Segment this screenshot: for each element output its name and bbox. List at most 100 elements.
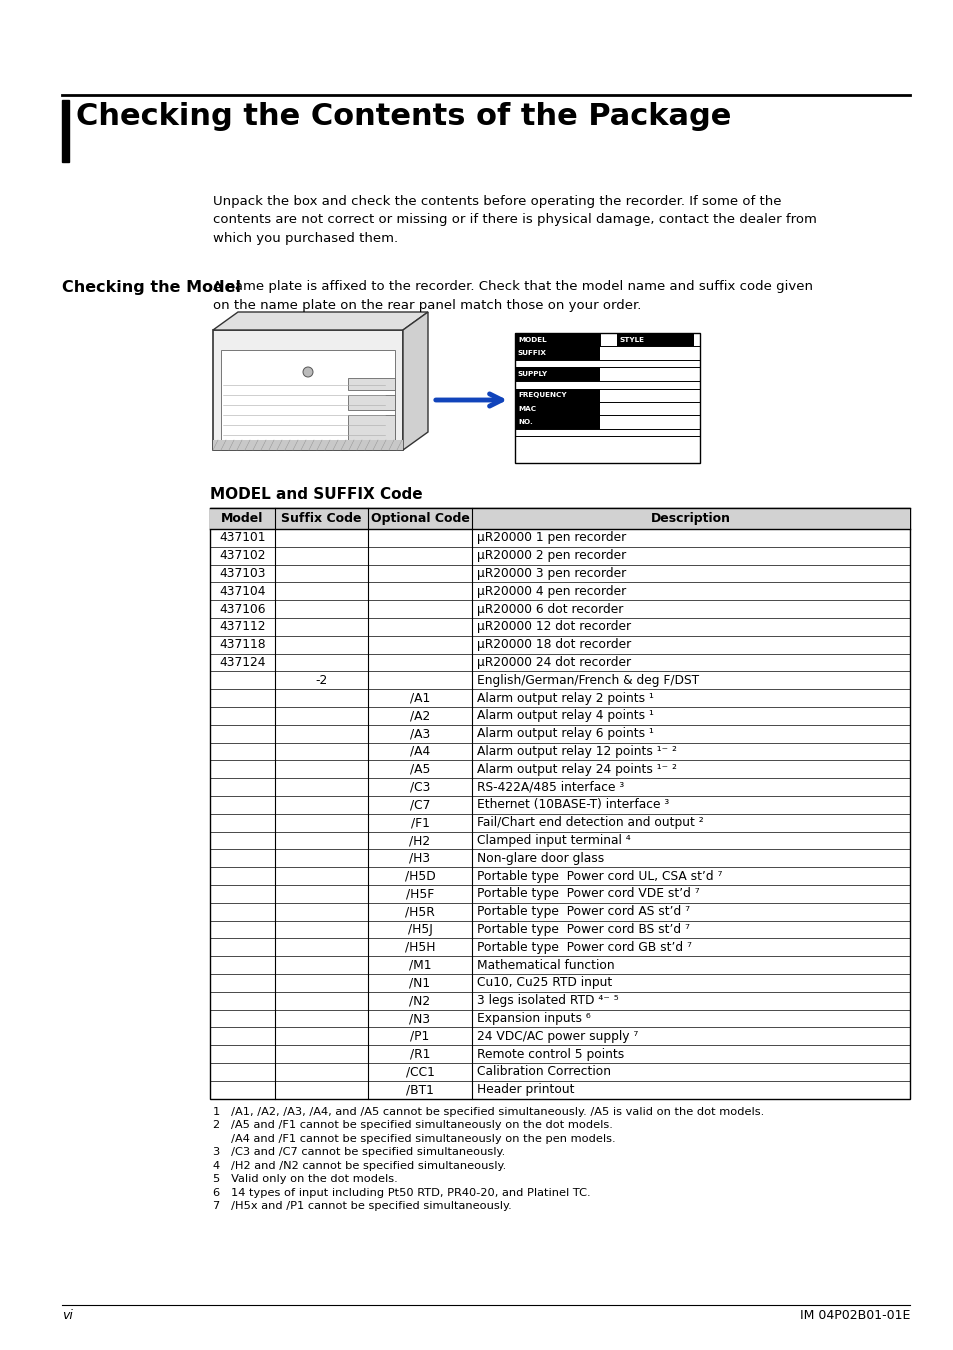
Text: /H3: /H3 [409, 852, 430, 865]
Text: /BT1: /BT1 [406, 1083, 434, 1096]
Text: 437104: 437104 [219, 585, 266, 598]
Text: 24 VDC/AC power supply ⁷: 24 VDC/AC power supply ⁷ [476, 1030, 638, 1042]
Text: 1   /A1, /A2, /A3, /A4, and /A5 cannot be specified simultaneously. /A5 is valid: 1 /A1, /A2, /A3, /A4, and /A5 cannot be … [213, 1107, 763, 1116]
Text: Mathematical function: Mathematical function [476, 958, 614, 972]
Text: RS-422A/485 interface ³: RS-422A/485 interface ³ [476, 780, 623, 794]
Text: A name plate is affixed to the recorder. Check that the model name and suffix co: A name plate is affixed to the recorder.… [213, 279, 812, 312]
Bar [348, 378, 395, 390]
Text: Non-glare door glass: Non-glare door glass [476, 852, 603, 865]
Text: 3   /C3 and /C7 cannot be specified simultaneously.: 3 /C3 and /C7 cannot be specified simult… [213, 1148, 505, 1157]
Text: Checking the Contents of the Package: Checking the Contents of the Package [76, 103, 731, 131]
Text: Portable type  Power cord VDE st’d ⁷: Portable type Power cord VDE st’d ⁷ [476, 887, 699, 900]
Text: -2: -2 [315, 674, 328, 687]
Text: μR20000 6 dot recorder: μR20000 6 dot recorder [476, 602, 622, 616]
Text: μR20000 12 dot recorder: μR20000 12 dot recorder [476, 621, 630, 633]
Text: /H5F: /H5F [405, 887, 434, 900]
Text: NO.: NO. [517, 418, 532, 425]
Text: English/German/French & deg F/DST: English/German/French & deg F/DST [476, 674, 699, 687]
Text: Clamped input terminal ⁴: Clamped input terminal ⁴ [476, 834, 630, 846]
Text: Alarm output relay 2 points ¹: Alarm output relay 2 points ¹ [476, 691, 653, 705]
Polygon shape [402, 312, 428, 450]
Text: vi: vi [62, 1310, 72, 1322]
Text: 437101: 437101 [219, 532, 266, 544]
Text: Portable type  Power cord GB st’d ⁷: Portable type Power cord GB st’d ⁷ [476, 941, 691, 954]
Text: /C7: /C7 [410, 798, 430, 811]
Bar [213, 329, 402, 450]
Text: IM 04P02B01-01E: IM 04P02B01-01E [799, 1310, 909, 1322]
Text: Portable type  Power cord UL, CSA st’d ⁷: Portable type Power cord UL, CSA st’d ⁷ [476, 869, 721, 883]
Text: μR20000 2 pen recorder: μR20000 2 pen recorder [476, 549, 625, 562]
Text: /H5D: /H5D [404, 869, 435, 883]
Text: Alarm output relay 6 points ¹: Alarm output relay 6 points ¹ [476, 728, 653, 740]
Text: /F1: /F1 [410, 817, 429, 829]
Text: Expansion inputs ⁶: Expansion inputs ⁶ [476, 1012, 590, 1025]
Text: STYLE: STYLE [619, 336, 644, 343]
Text: Header printout: Header printout [476, 1083, 574, 1096]
Text: μR20000 24 dot recorder: μR20000 24 dot recorder [476, 656, 630, 670]
Text: /A4 and /F1 cannot be specified simultaneously on the pen models.: /A4 and /F1 cannot be specified simultan… [213, 1134, 615, 1143]
Text: Portable type  Power cord AS st’d ⁷: Portable type Power cord AS st’d ⁷ [476, 906, 689, 918]
Text: /A3: /A3 [410, 728, 430, 740]
Bar [221, 350, 395, 440]
Text: Unpack the box and check the contents before operating the recorder. If some of : Unpack the box and check the contents be… [213, 194, 816, 244]
Text: /N2: /N2 [409, 994, 430, 1007]
Text: Suffix Code: Suffix Code [281, 512, 361, 525]
Text: /H5H: /H5H [404, 941, 435, 954]
Text: Calibration Correction: Calibration Correction [476, 1065, 610, 1079]
Text: MODEL: MODEL [517, 336, 546, 343]
Text: /A1: /A1 [410, 691, 430, 705]
Text: Fail/Chart end detection and output ²: Fail/Chart end detection and output ² [476, 817, 702, 829]
Text: Model: Model [221, 512, 263, 525]
Text: μR20000 3 pen recorder: μR20000 3 pen recorder [476, 567, 625, 580]
Text: /CC1: /CC1 [405, 1065, 434, 1079]
Text: Description: Description [650, 512, 730, 525]
Text: 437112: 437112 [219, 621, 266, 633]
Text: /H2: /H2 [409, 834, 430, 846]
Text: Cu10, Cu25 RTD input: Cu10, Cu25 RTD input [476, 976, 612, 990]
Bar [515, 402, 599, 416]
Text: SUPPLY: SUPPLY [517, 371, 548, 377]
Text: /A2: /A2 [410, 709, 430, 722]
Text: 437118: 437118 [219, 639, 266, 651]
Bar [210, 508, 909, 1099]
Bar [515, 333, 700, 463]
Text: MODEL and SUFFIX Code: MODEL and SUFFIX Code [210, 487, 422, 502]
Bar [515, 346, 599, 359]
Bar [515, 416, 599, 428]
Bar [515, 333, 599, 346]
Text: μR20000 1 pen recorder: μR20000 1 pen recorder [476, 532, 625, 544]
Text: 437124: 437124 [219, 656, 266, 670]
Bar [210, 508, 909, 529]
Bar [348, 396, 395, 410]
Text: Alarm output relay 12 points ¹⁻ ²: Alarm output relay 12 points ¹⁻ ² [476, 745, 676, 757]
Text: 5   Valid only on the dot models.: 5 Valid only on the dot models. [213, 1174, 397, 1184]
Text: /N1: /N1 [409, 976, 430, 990]
Text: 7   /H5x and /P1 cannot be specified simultaneously.: 7 /H5x and /P1 cannot be specified simul… [213, 1202, 511, 1211]
Polygon shape [213, 312, 428, 329]
Bar [213, 440, 402, 450]
Bar [62, 100, 69, 162]
Bar [515, 367, 599, 381]
Text: /A4: /A4 [410, 745, 430, 757]
Text: /R1: /R1 [410, 1048, 430, 1061]
Text: /M1: /M1 [408, 958, 431, 972]
Text: 6   14 types of input including Pt50 RTD, PR40-20, and Platinel TC.: 6 14 types of input including Pt50 RTD, … [213, 1188, 590, 1197]
Text: Alarm output relay 24 points ¹⁻ ²: Alarm output relay 24 points ¹⁻ ² [476, 763, 676, 776]
Text: /C3: /C3 [410, 780, 430, 794]
Text: Checking the Model: Checking the Model [62, 279, 241, 296]
Text: μR20000 18 dot recorder: μR20000 18 dot recorder [476, 639, 630, 651]
Text: /P1: /P1 [410, 1030, 429, 1042]
Text: 437103: 437103 [219, 567, 266, 580]
Text: Portable type  Power cord BS st’d ⁷: Portable type Power cord BS st’d ⁷ [476, 923, 689, 936]
Text: 437102: 437102 [219, 549, 266, 562]
Text: /A5: /A5 [410, 763, 430, 776]
Text: FREQUENCY: FREQUENCY [517, 393, 566, 398]
Text: 4   /H2 and /N2 cannot be specified simultaneously.: 4 /H2 and /N2 cannot be specified simult… [213, 1161, 506, 1170]
Circle shape [303, 367, 313, 377]
Text: Ethernet (10BASE-T) interface ³: Ethernet (10BASE-T) interface ³ [476, 798, 668, 811]
Bar [515, 389, 599, 402]
Text: 3 legs isolated RTD ⁴⁻ ⁵: 3 legs isolated RTD ⁴⁻ ⁵ [476, 994, 618, 1007]
Text: Alarm output relay 4 points ¹: Alarm output relay 4 points ¹ [476, 709, 653, 722]
Text: SUFFIX: SUFFIX [517, 350, 546, 356]
Text: 437106: 437106 [219, 602, 266, 616]
